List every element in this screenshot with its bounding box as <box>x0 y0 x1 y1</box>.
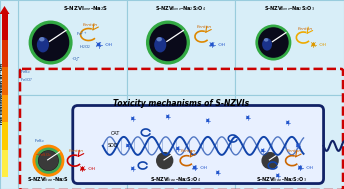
Circle shape <box>258 27 289 58</box>
Circle shape <box>80 167 84 170</box>
Circle shape <box>261 149 264 152</box>
Circle shape <box>210 43 214 46</box>
Ellipse shape <box>37 37 49 52</box>
Bar <box>1 94 8 122</box>
Circle shape <box>216 171 219 174</box>
Circle shape <box>259 149 282 172</box>
Circle shape <box>156 152 173 169</box>
Circle shape <box>246 116 249 119</box>
Circle shape <box>97 43 100 46</box>
Bar <box>1 122 8 149</box>
Bar <box>235 0 344 94</box>
Text: ·O$_2^-$: ·O$_2^-$ <box>71 56 80 64</box>
Circle shape <box>176 147 179 150</box>
Circle shape <box>126 144 129 147</box>
Circle shape <box>193 166 196 170</box>
Ellipse shape <box>155 154 163 167</box>
Ellipse shape <box>154 37 166 52</box>
Text: ·OH: ·OH <box>319 43 327 46</box>
Ellipse shape <box>39 37 45 41</box>
Circle shape <box>155 152 174 170</box>
Circle shape <box>29 21 73 64</box>
Text: S-NZVI$_{two}$-Na$_2$S$_2$O$_4$: S-NZVI$_{two}$-Na$_2$S$_2$O$_4$ <box>150 175 201 184</box>
Circle shape <box>312 43 315 46</box>
Circle shape <box>39 151 58 170</box>
Text: Fenton: Fenton <box>83 22 98 26</box>
Circle shape <box>256 147 284 175</box>
Text: FeS$_x$: FeS$_x$ <box>20 68 31 76</box>
Circle shape <box>206 119 209 122</box>
Ellipse shape <box>261 154 268 167</box>
Text: S-NZVI$_{two}$-Na$_2$S$_2$O$_3$: S-NZVI$_{two}$-Na$_2$S$_2$O$_3$ <box>256 175 307 184</box>
Text: SOD: SOD <box>108 143 118 148</box>
Circle shape <box>296 144 299 147</box>
Bar <box>18 0 127 94</box>
Text: CAT: CAT <box>111 131 120 136</box>
Text: Fe$_3$O$_7$: Fe$_3$O$_7$ <box>20 76 33 84</box>
Circle shape <box>298 166 302 170</box>
Circle shape <box>151 147 179 175</box>
Circle shape <box>286 121 289 124</box>
Bar <box>127 94 235 189</box>
Circle shape <box>131 167 134 170</box>
Text: FeS$_x$: FeS$_x$ <box>34 138 46 146</box>
Bar <box>235 94 344 189</box>
Text: Fenton: Fenton <box>69 149 84 153</box>
Circle shape <box>276 174 279 177</box>
Circle shape <box>149 24 187 61</box>
Ellipse shape <box>157 37 162 41</box>
Bar <box>127 0 235 94</box>
FancyBboxPatch shape <box>73 105 324 184</box>
Text: →FeSO$_x$: →FeSO$_x$ <box>35 152 53 160</box>
Text: The concentration of ·OH: The concentration of ·OH <box>0 63 4 125</box>
Bar <box>1 67 8 94</box>
Text: S-NZVI$_{two}$-Na$_2$S: S-NZVI$_{two}$-Na$_2$S <box>28 175 69 184</box>
Circle shape <box>38 150 59 171</box>
Polygon shape <box>0 6 10 14</box>
Circle shape <box>166 115 169 118</box>
Bar <box>18 94 127 189</box>
Ellipse shape <box>264 38 268 42</box>
Text: ·OH: ·OH <box>217 43 225 46</box>
Circle shape <box>146 21 190 64</box>
Text: ·OH: ·OH <box>88 167 96 171</box>
Text: Fe$^{2+}$: Fe$^{2+}$ <box>76 30 87 39</box>
Text: ·OH: ·OH <box>104 43 112 46</box>
Bar <box>1 12 8 40</box>
Bar <box>1 40 8 67</box>
Text: Fenton: Fenton <box>181 149 196 153</box>
Text: H$_2$O$_2$: H$_2$O$_2$ <box>78 44 90 51</box>
Text: Fenton: Fenton <box>196 25 212 29</box>
Text: S-NZVI$_{one}$-Na$_2$S$_2$O$_4$: S-NZVI$_{one}$-Na$_2$S$_2$O$_4$ <box>155 4 206 13</box>
Bar <box>0 0 18 189</box>
Circle shape <box>35 148 62 174</box>
Text: ·OH: ·OH <box>200 166 208 170</box>
Bar <box>1 149 8 177</box>
Text: Toxicity mechanisms of S-NZVIs: Toxicity mechanisms of S-NZVIs <box>114 98 249 108</box>
Circle shape <box>131 117 134 120</box>
Circle shape <box>261 152 279 169</box>
Text: S-NZVI$_{one}$-Na$_2$S: S-NZVI$_{one}$-Na$_2$S <box>63 4 108 13</box>
Text: ·OH: ·OH <box>305 166 313 170</box>
Text: Fenton: Fenton <box>287 149 302 153</box>
Ellipse shape <box>38 153 46 168</box>
Circle shape <box>153 149 176 172</box>
Circle shape <box>255 25 291 60</box>
Circle shape <box>32 24 69 61</box>
Circle shape <box>261 152 279 170</box>
Ellipse shape <box>262 38 272 51</box>
Circle shape <box>32 145 64 177</box>
Text: S-NZVI$_{one}$-Na$_2$S$_2$O$_3$: S-NZVI$_{one}$-Na$_2$S$_2$O$_3$ <box>264 4 315 13</box>
Text: Fenton: Fenton <box>298 26 313 31</box>
